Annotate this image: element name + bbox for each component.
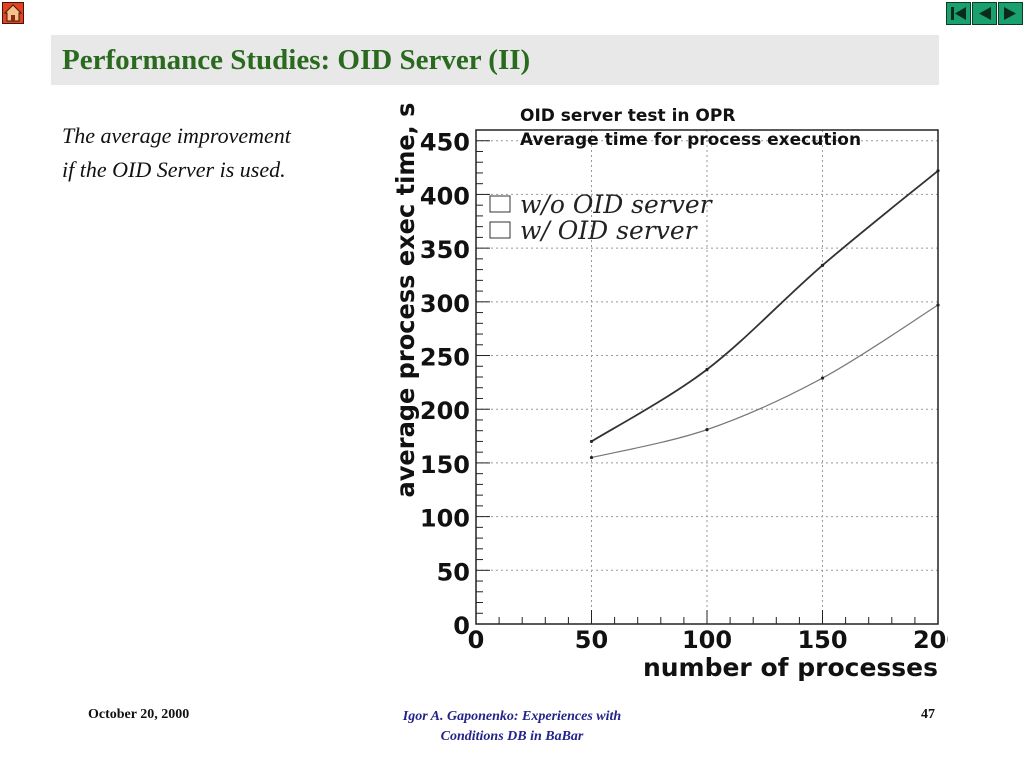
title-bar: Performance Studies: OID Server (II) bbox=[51, 35, 939, 85]
y-tick-label: 400 bbox=[420, 182, 470, 210]
slide-navigation bbox=[945, 2, 1023, 25]
chart-subtitle: Average time for process execution bbox=[520, 130, 861, 150]
x-tick-label: 0 bbox=[468, 626, 485, 654]
x-tick-label: 200 bbox=[913, 626, 948, 654]
footer-presentation-title: Igor A. Gaponenko: Experiences with Cond… bbox=[352, 707, 672, 747]
first-slide-icon bbox=[951, 7, 966, 20]
data-point bbox=[936, 169, 940, 173]
series-line-without-oid-server bbox=[591, 170, 939, 443]
data-point bbox=[705, 367, 709, 372]
x-tick-label: 50 bbox=[575, 626, 608, 654]
data-point bbox=[936, 303, 940, 307]
footer-title-line-2: Conditions DB in BaBar bbox=[440, 729, 584, 744]
performance-chart: 050100150200250300350400450050100150200n… bbox=[391, 103, 948, 683]
page-number: 47 bbox=[921, 707, 935, 722]
y-tick-label: 0 bbox=[453, 612, 470, 640]
plot-frame bbox=[475, 129, 939, 625]
y-tick-label: 450 bbox=[420, 129, 470, 157]
footer-date: October 20, 2000 bbox=[88, 707, 190, 722]
data-point bbox=[820, 263, 825, 267]
x-tick-label: 150 bbox=[797, 626, 847, 654]
x-tick-label: 100 bbox=[682, 626, 732, 654]
y-tick-label: 250 bbox=[420, 344, 470, 372]
legend-swatch bbox=[489, 195, 511, 213]
body-text: The average improvement if the OID Serve… bbox=[62, 119, 362, 187]
series-line-with-oid-server bbox=[591, 304, 939, 459]
data-point bbox=[705, 428, 709, 432]
data-point bbox=[589, 455, 594, 460]
first-slide-button[interactable] bbox=[946, 2, 971, 25]
y-tick-label: 100 bbox=[420, 505, 470, 533]
legend-label: w/o OID server bbox=[520, 190, 714, 219]
y-tick-label: 200 bbox=[420, 397, 470, 425]
y-tick-label: 150 bbox=[420, 451, 470, 479]
chart-title: OID server test in OPR bbox=[520, 106, 735, 126]
body-text-line-2: if the OID Server is used. bbox=[62, 157, 286, 182]
next-slide-icon bbox=[1004, 7, 1016, 20]
body-text-line-1: The average improvement bbox=[62, 123, 291, 148]
data-point bbox=[589, 439, 594, 444]
y-tick-label: 300 bbox=[420, 290, 470, 318]
x-axis-label: number of processes bbox=[643, 653, 938, 682]
home-icon bbox=[3, 4, 23, 22]
y-tick-label: 50 bbox=[437, 558, 470, 586]
data-point bbox=[820, 376, 825, 380]
next-slide-button[interactable] bbox=[998, 2, 1023, 25]
home-button[interactable] bbox=[2, 2, 24, 24]
footer-title-line-1: Igor A. Gaponenko: Experiences with bbox=[402, 709, 622, 724]
previous-slide-icon bbox=[979, 7, 991, 20]
previous-slide-button[interactable] bbox=[972, 2, 997, 25]
y-axis-label: average process exec time, s bbox=[391, 103, 420, 498]
y-tick-label: 350 bbox=[420, 236, 470, 264]
slide-title: Performance Studies: OID Server (II) bbox=[62, 44, 531, 76]
legend-label: w/ OID server bbox=[520, 216, 699, 245]
legend-swatch bbox=[489, 221, 511, 239]
